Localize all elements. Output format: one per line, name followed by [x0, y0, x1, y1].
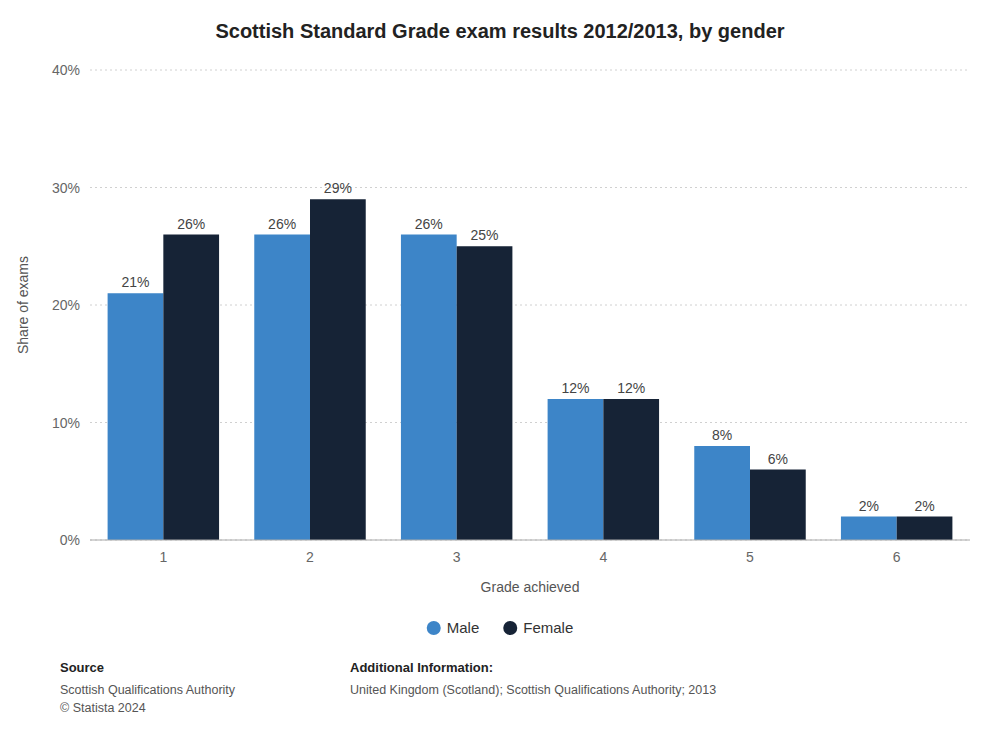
chart: Scottish Standard Grade exam results 201… [0, 0, 1000, 743]
legend-item: Female [503, 619, 573, 636]
bar [548, 399, 604, 540]
bars [108, 199, 953, 540]
x-tick-label: 6 [893, 549, 901, 565]
bar [163, 235, 219, 541]
grid-line [90, 305, 970, 306]
bar [750, 470, 806, 541]
x-tick-label: 1 [159, 549, 167, 565]
x-tick-label: 2 [306, 549, 314, 565]
data-label: 26% [177, 216, 205, 232]
data-label: 26% [268, 216, 296, 232]
bar [108, 293, 164, 540]
title: Scottish Standard Grade exam results 201… [215, 20, 784, 42]
data-label: 29% [324, 180, 352, 196]
bar [457, 246, 513, 540]
legend-item: Male [427, 619, 480, 636]
data-label: 12% [617, 380, 645, 396]
bar [841, 517, 897, 541]
bar [694, 446, 750, 540]
annotation-heading: Additional Information: [350, 660, 493, 675]
data-label: 12% [561, 380, 589, 396]
legend-label: Female [523, 619, 573, 636]
x-tick-label: 4 [599, 549, 607, 565]
y-axis-label: Share of exams [15, 256, 31, 354]
data-labels: 21% 26% 26% 12% 8% 2% 26% 29% 25% 12% 6% 2% [121, 180, 934, 513]
legend-label: Male [447, 619, 480, 636]
annotation-text: Scottish Qualifications Authority [60, 683, 236, 697]
y-tick-label: 30% [52, 180, 80, 196]
grid-line [90, 70, 970, 71]
y-tick-label: 0% [60, 532, 80, 548]
data-label: 6% [768, 451, 788, 467]
y-tick-label: 10% [52, 415, 80, 431]
grid [90, 70, 970, 540]
y-tick-label: 20% [52, 297, 80, 313]
y-tick-label: 40% [52, 62, 80, 78]
x-axis-label: Grade achieved [481, 579, 580, 595]
data-label: 25% [471, 227, 499, 243]
bar [603, 399, 659, 540]
data-label: 21% [121, 274, 149, 290]
data-label: 2% [859, 498, 879, 514]
bar [254, 235, 310, 541]
x-tick-label: 5 [746, 549, 754, 565]
grid-line [90, 422, 970, 423]
data-label: 26% [415, 216, 443, 232]
x-axis-line [90, 540, 970, 541]
annotation-text: United Kingdom (Scotland); Scottish Qual… [350, 683, 716, 697]
legend-marker [427, 621, 441, 635]
annotation-heading: Source [60, 660, 104, 675]
bar [310, 199, 366, 540]
x-tick-label: 3 [453, 549, 461, 565]
grid-line [90, 540, 970, 541]
bar [897, 517, 953, 541]
data-label: 2% [914, 498, 934, 514]
data-label: 8% [712, 427, 732, 443]
annotation-text: © Statista 2024 [60, 701, 146, 715]
legend-marker [503, 621, 517, 635]
grid-line [90, 187, 970, 188]
bar [401, 235, 457, 541]
legend: Male Female [427, 619, 574, 636]
